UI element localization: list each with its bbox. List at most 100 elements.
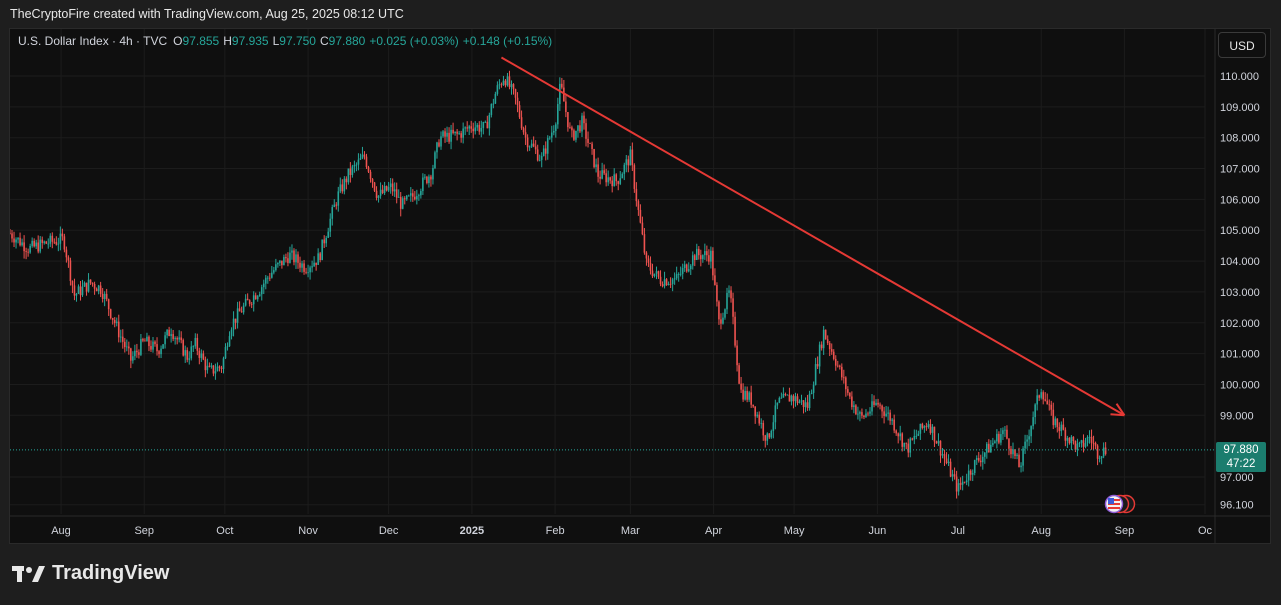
candle-body: [601, 170, 603, 179]
candle-body: [581, 115, 583, 132]
candle-body: [758, 414, 761, 424]
candle-body: [776, 402, 779, 406]
candle-body: [198, 350, 201, 358]
candle-body: [633, 165, 636, 189]
candle-body: [395, 189, 398, 198]
candle-body: [319, 253, 321, 261]
y-tick-label: 96.100: [1220, 500, 1254, 512]
candle-body: [712, 250, 714, 276]
candle-body: [138, 352, 140, 355]
candle-body: [389, 183, 392, 188]
candle-body: [986, 443, 988, 453]
candle-body: [706, 251, 708, 256]
candle-body: [107, 299, 110, 310]
symbol-title[interactable]: U.S. Dollar Index · 4h · TVC: [18, 34, 168, 48]
candle-body: [1044, 399, 1047, 401]
high-value: 97.935: [231, 34, 269, 48]
candle-body: [234, 318, 237, 323]
y-tick-label: 105.000: [1220, 225, 1260, 237]
candle-body: [516, 97, 519, 106]
bar-countdown: 47:22: [1226, 458, 1256, 470]
candle-body: [591, 143, 593, 149]
candle-body: [200, 353, 203, 358]
candle-body: [595, 164, 597, 168]
candle-body: [21, 242, 23, 246]
candle-body: [478, 124, 481, 132]
candle-body: [124, 341, 126, 348]
candle-body: [291, 250, 293, 253]
candle-body: [897, 433, 899, 437]
candle-body: [814, 364, 817, 385]
candle-body: [661, 284, 664, 287]
candle-body: [587, 138, 589, 143]
candle-body: [244, 298, 247, 306]
candle-body: [301, 263, 303, 268]
candle-body: [150, 346, 152, 350]
currency-button[interactable]: USD: [1218, 32, 1266, 58]
candle-body: [287, 258, 289, 263]
candle-body: [446, 132, 448, 137]
candle-body: [1094, 443, 1097, 446]
candle-body: [311, 266, 313, 268]
candle-body: [343, 178, 346, 192]
candle-body: [1064, 429, 1067, 441]
candle-body: [893, 419, 895, 431]
candle-body: [168, 329, 170, 337]
candle-body: [538, 159, 541, 161]
candle-body: [204, 359, 207, 371]
candle-body: [27, 251, 29, 253]
candle-body: [329, 218, 332, 232]
candle-body: [303, 263, 305, 272]
candle-body: [502, 80, 505, 85]
candle-body: [810, 392, 813, 395]
x-tick-label: Aug: [1031, 525, 1051, 537]
candle-body: [182, 340, 185, 356]
candle-body: [174, 338, 176, 339]
candle-body: [1000, 434, 1002, 443]
candle-body: [941, 454, 944, 456]
candle-body: [335, 204, 338, 206]
candle-body: [863, 415, 865, 417]
candle-body: [687, 269, 690, 272]
candle-body: [583, 115, 585, 124]
candle-body: [857, 413, 859, 415]
candle-body: [559, 83, 561, 105]
candle-body: [277, 262, 279, 265]
candle-body: [101, 293, 104, 300]
candle-body: [544, 148, 547, 154]
candle-body: [385, 185, 388, 191]
candle-body: [357, 159, 360, 165]
candle-body: [498, 84, 501, 86]
candle-body: [172, 334, 174, 339]
candle-body: [313, 262, 315, 267]
candle-body: [1022, 448, 1024, 466]
x-tick-label: Oct: [216, 525, 233, 537]
candle-body: [528, 146, 531, 148]
candle-body: [214, 371, 217, 374]
symbol-legend[interactable]: U.S. Dollar Index · 4h · TVC O 97.855 H …: [18, 34, 556, 48]
candle-body: [121, 336, 124, 342]
candle-body: [262, 283, 265, 288]
candle-body: [859, 412, 861, 414]
candle-body: [383, 185, 386, 194]
low-value: 97.750: [279, 34, 316, 48]
x-tick-label: May: [784, 525, 805, 537]
us-flag-event-icon[interactable]: [1102, 494, 1136, 514]
candle-body: [726, 292, 728, 310]
candle-body: [55, 241, 58, 245]
candle-body: [13, 238, 15, 243]
candle-body: [841, 366, 843, 378]
candle-body: [246, 298, 249, 301]
candle-body: [629, 149, 632, 166]
candle-body: [675, 274, 678, 279]
candle-body: [438, 142, 440, 147]
candle-body: [1088, 436, 1091, 438]
price-chart[interactable]: 110.000 109.000 108.000 107.000 106.000 105.0…: [10, 29, 1270, 543]
candle-body: [768, 433, 771, 438]
candle-body: [802, 400, 805, 408]
candle-body: [89, 279, 92, 283]
candle-body: [971, 472, 974, 475]
candle-body: [299, 262, 301, 268]
candle-body: [853, 405, 855, 408]
candle-body: [488, 114, 491, 129]
